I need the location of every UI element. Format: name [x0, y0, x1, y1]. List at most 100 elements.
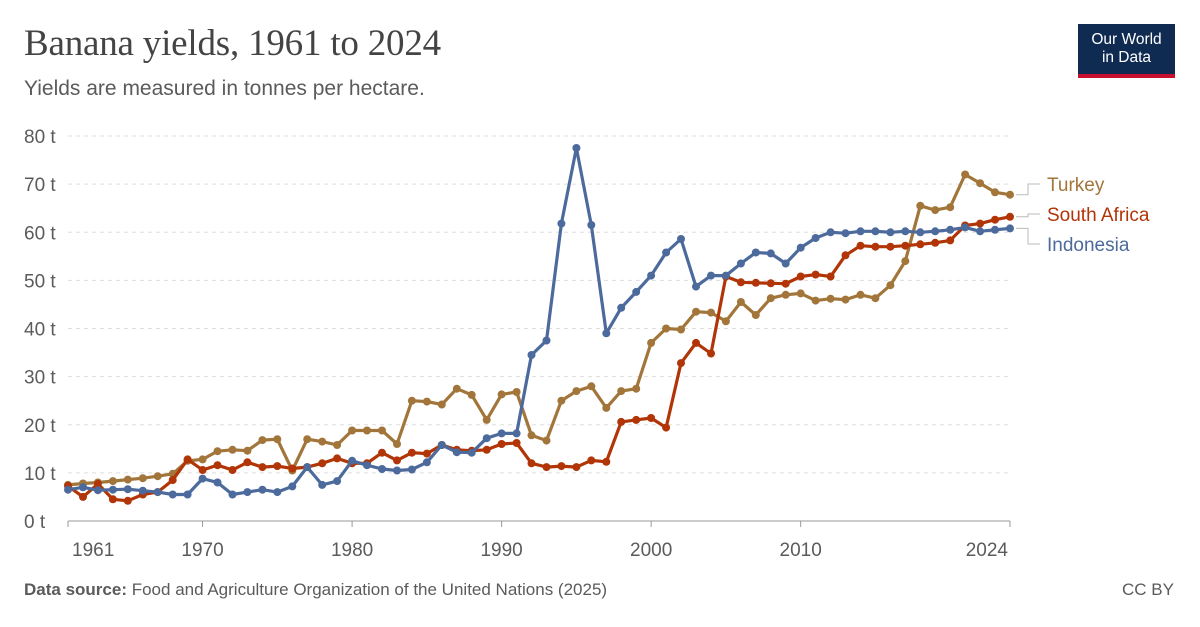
- data-point[interactable]: [183, 490, 192, 499]
- series-label[interactable]: Indonesia: [1047, 235, 1130, 256]
- data-point[interactable]: [378, 448, 386, 457]
- data-point[interactable]: [587, 382, 596, 391]
- data-point[interactable]: [542, 336, 551, 345]
- data-point[interactable]: [811, 234, 820, 242]
- data-point[interactable]: [93, 486, 102, 495]
- data-point[interactable]: [617, 303, 626, 312]
- data-point[interactable]: [677, 359, 685, 368]
- data-point[interactable]: [961, 223, 970, 232]
- data-point[interactable]: [1006, 190, 1014, 199]
- data-point[interactable]: [886, 228, 895, 237]
- data-point[interactable]: [512, 439, 521, 447]
- data-point[interactable]: [572, 463, 581, 472]
- data-point[interactable]: [228, 445, 237, 454]
- data-point[interactable]: [781, 259, 790, 268]
- data-point[interactable]: [318, 459, 327, 468]
- data-point[interactable]: [841, 229, 850, 238]
- data-point[interactable]: [751, 278, 760, 287]
- data-point[interactable]: [422, 449, 431, 458]
- data-point[interactable]: [796, 272, 805, 281]
- data-point[interactable]: [497, 390, 506, 399]
- data-point[interactable]: [931, 238, 940, 247]
- data-point[interactable]: [452, 384, 461, 393]
- data-point[interactable]: [422, 397, 431, 406]
- data-point[interactable]: [198, 474, 207, 483]
- data-point[interactable]: [333, 477, 342, 486]
- data-point[interactable]: [273, 435, 282, 444]
- data-point[interactable]: [766, 294, 775, 303]
- data-point[interactable]: [736, 298, 745, 306]
- data-point[interactable]: [602, 403, 611, 412]
- data-point[interactable]: [647, 414, 656, 422]
- data-point[interactable]: [557, 462, 566, 471]
- data-point[interactable]: [363, 426, 371, 435]
- data-point[interactable]: [497, 440, 506, 448]
- data-point[interactable]: [407, 465, 416, 474]
- data-point[interactable]: [602, 329, 611, 338]
- data-point[interactable]: [826, 272, 835, 281]
- data-point[interactable]: [946, 225, 955, 234]
- data-point[interactable]: [766, 279, 775, 288]
- data-point[interactable]: [93, 479, 102, 488]
- data-point[interactable]: [527, 351, 536, 359]
- data-point[interactable]: [572, 387, 581, 396]
- data-point[interactable]: [452, 448, 461, 457]
- data-point[interactable]: [871, 227, 880, 236]
- data-point[interactable]: [482, 434, 491, 443]
- data-point[interactable]: [662, 324, 671, 333]
- data-point[interactable]: [123, 475, 132, 484]
- data-point[interactable]: [333, 454, 342, 463]
- data-point[interactable]: [378, 465, 386, 473]
- data-point[interactable]: [258, 436, 267, 445]
- data-point[interactable]: [363, 461, 371, 470]
- data-point[interactable]: [901, 241, 910, 250]
- owid-logo[interactable]: Our World in Data: [1078, 24, 1175, 78]
- data-point[interactable]: [796, 289, 805, 298]
- series-indonesia[interactable]: [64, 144, 1014, 499]
- data-point[interactable]: [946, 203, 955, 212]
- data-point[interactable]: [617, 387, 626, 396]
- data-point[interactable]: [198, 455, 207, 464]
- data-point[interactable]: [721, 271, 730, 280]
- data-point[interactable]: [168, 476, 177, 485]
- data-point[interactable]: [751, 248, 760, 257]
- data-point[interactable]: [916, 240, 925, 249]
- data-point[interactable]: [318, 437, 327, 446]
- data-point[interactable]: [273, 462, 282, 471]
- data-point[interactable]: [64, 485, 72, 494]
- data-point[interactable]: [707, 308, 715, 317]
- data-point[interactable]: [751, 311, 760, 319]
- data-point[interactable]: [318, 480, 327, 489]
- data-point[interactable]: [288, 482, 297, 491]
- data-point[interactable]: [153, 488, 162, 497]
- data-point[interactable]: [647, 271, 656, 280]
- data-point[interactable]: [138, 486, 147, 495]
- data-point[interactable]: [946, 236, 955, 245]
- data-point[interactable]: [333, 441, 342, 449]
- data-point[interactable]: [123, 485, 132, 494]
- data-point[interactable]: [198, 466, 207, 474]
- data-point[interactable]: [527, 431, 536, 440]
- data-point[interactable]: [976, 219, 985, 228]
- data-point[interactable]: [79, 483, 87, 492]
- data-point[interactable]: [662, 423, 671, 432]
- series-south-africa[interactable]: [64, 212, 1014, 505]
- data-point[interactable]: [572, 144, 581, 152]
- data-point[interactable]: [632, 415, 641, 424]
- data-point[interactable]: [213, 447, 222, 456]
- series-turkey[interactable]: [64, 170, 1014, 489]
- data-point[interactable]: [467, 448, 476, 457]
- data-point[interactable]: [273, 488, 282, 497]
- data-point[interactable]: [692, 338, 700, 347]
- data-point[interactable]: [677, 235, 685, 243]
- data-point[interactable]: [796, 243, 805, 252]
- data-point[interactable]: [153, 472, 162, 481]
- data-point[interactable]: [213, 461, 222, 470]
- data-point[interactable]: [138, 474, 147, 483]
- data-point[interactable]: [707, 271, 715, 280]
- data-point[interactable]: [437, 400, 446, 409]
- data-point[interactable]: [781, 279, 790, 288]
- data-point[interactable]: [841, 251, 850, 260]
- data-point[interactable]: [393, 456, 401, 465]
- data-point[interactable]: [736, 259, 745, 268]
